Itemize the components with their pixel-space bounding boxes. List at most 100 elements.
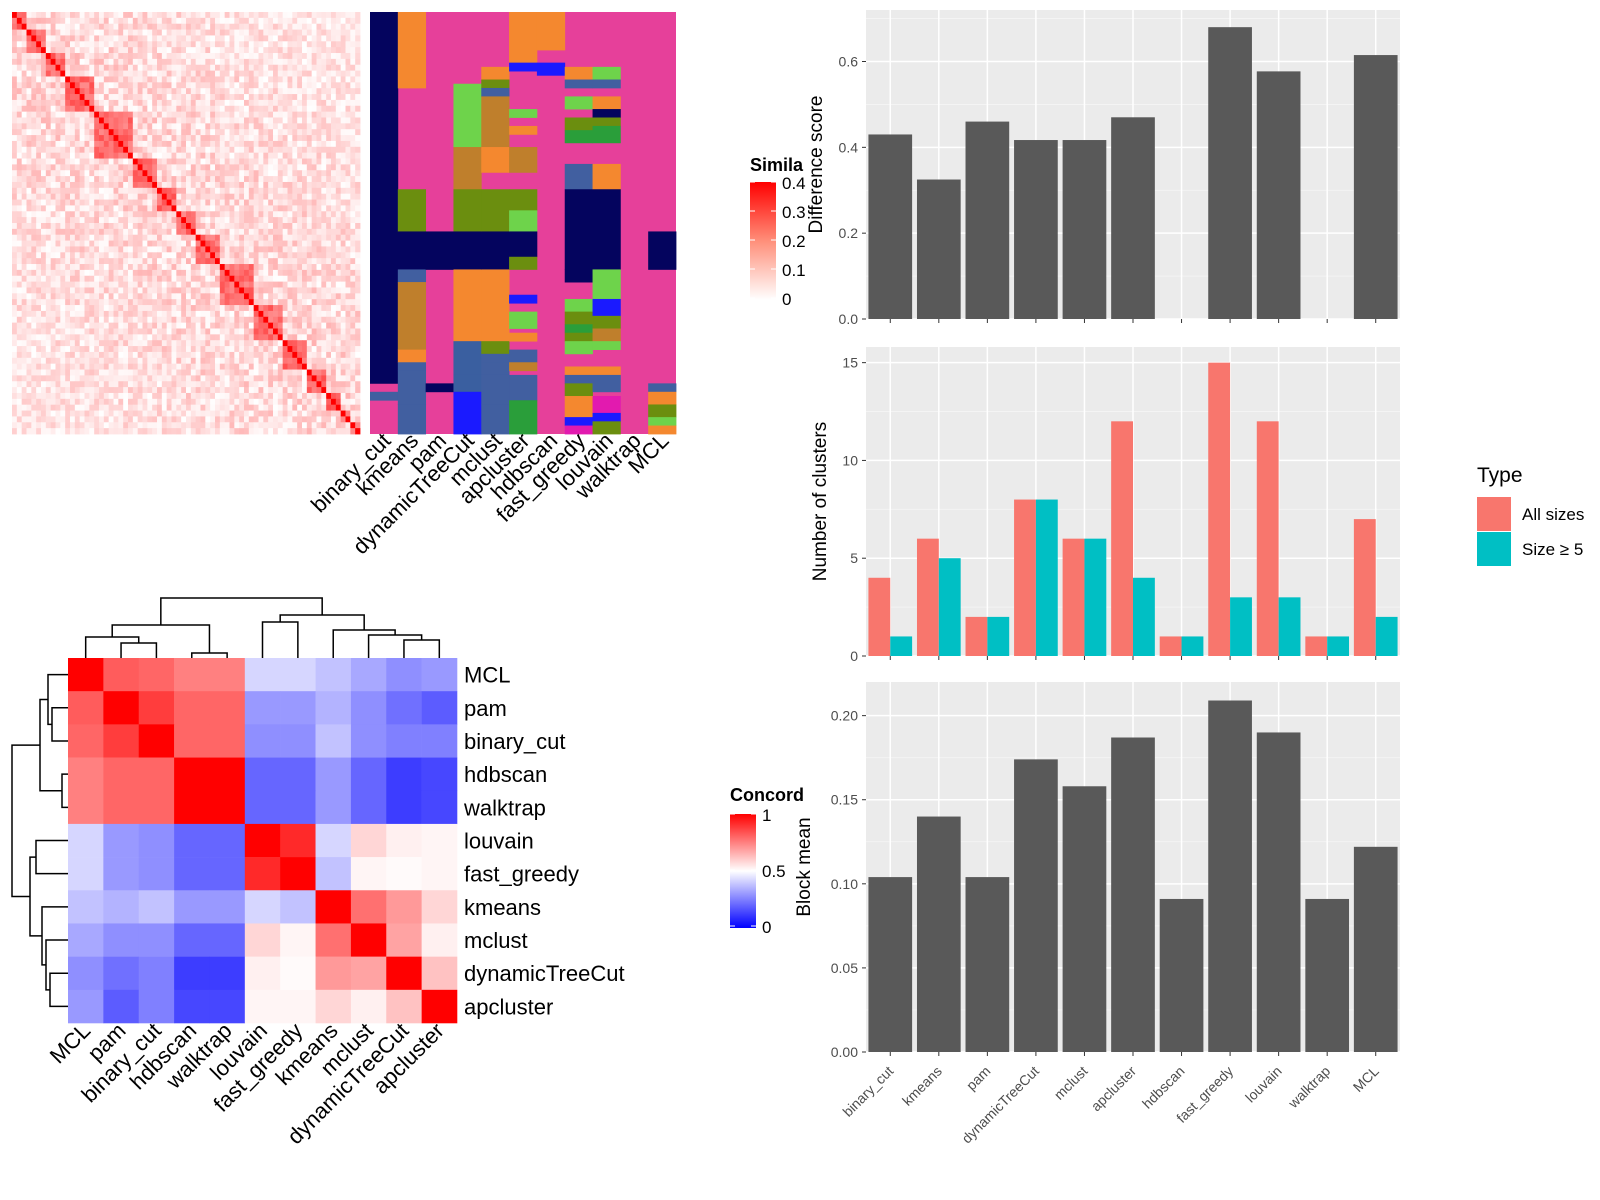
similarity-cell xyxy=(166,351,172,359)
similarity-cell xyxy=(190,258,197,265)
similarity-cell xyxy=(224,29,230,36)
similarity-cell xyxy=(45,217,52,224)
similarity-cell xyxy=(99,404,105,411)
similarity-cell xyxy=(302,117,308,124)
similarity-cell xyxy=(253,269,259,277)
similarity-cell xyxy=(219,205,226,212)
similarity-cell xyxy=(166,404,172,411)
similarity-cell xyxy=(340,170,346,177)
similarity-cell xyxy=(157,316,163,324)
similarity-cell xyxy=(171,99,177,107)
similarity-cell xyxy=(137,240,143,247)
similarity-cell xyxy=(345,105,351,113)
similarity-cell xyxy=(157,357,163,365)
similarity-cell xyxy=(60,340,66,347)
similarity-cell xyxy=(60,404,66,411)
similarity-cell xyxy=(190,375,197,382)
similarity-cell xyxy=(74,223,81,230)
similarity-cell xyxy=(316,392,322,400)
similarity-cell xyxy=(297,53,303,60)
similarity-cell xyxy=(65,223,71,230)
similarity-cell xyxy=(316,404,322,411)
similarity-cell xyxy=(244,82,250,89)
similarity-cell xyxy=(215,234,221,241)
similarity-cell xyxy=(316,299,322,306)
similarity-cell xyxy=(277,264,284,271)
similarity-cell xyxy=(21,146,27,154)
similarity-cell xyxy=(12,275,18,283)
similarity-cell xyxy=(277,258,284,265)
similarity-cell xyxy=(258,105,264,113)
similarity-cell xyxy=(41,322,47,329)
similarity-cell xyxy=(248,170,255,177)
similarity-cell xyxy=(55,170,61,177)
similarity-cell xyxy=(224,223,230,230)
similarity-cell xyxy=(200,82,206,89)
similarity-cell xyxy=(311,146,317,154)
similarity-cell xyxy=(292,199,298,206)
similarity-cell xyxy=(335,181,342,189)
similarity-cell xyxy=(113,29,119,36)
similarity-cell xyxy=(181,310,187,318)
similarity-cell xyxy=(60,123,66,130)
similarity-cell xyxy=(70,193,76,200)
similarity-cell xyxy=(311,170,317,177)
similarity-cell xyxy=(74,94,81,101)
similarity-cell xyxy=(277,375,284,382)
similarity-cell xyxy=(161,392,168,400)
similarity-cell xyxy=(181,58,187,66)
similarity-cell xyxy=(147,410,153,417)
similarity-cell xyxy=(224,170,230,177)
similarity-cell xyxy=(142,58,148,66)
similarity-cell xyxy=(94,275,100,283)
similarity-cell xyxy=(65,217,71,224)
similarity-cell xyxy=(340,375,346,382)
similarity-cell xyxy=(253,88,259,95)
similarity-cell xyxy=(31,70,37,77)
similarity-cell xyxy=(65,76,71,83)
similarity-cell xyxy=(195,246,201,253)
similarity-cell xyxy=(147,387,153,394)
similarity-cell xyxy=(244,158,250,165)
similarity-cell xyxy=(215,140,221,148)
similarity-cell xyxy=(12,316,18,324)
similarity-cell xyxy=(181,404,187,411)
similarity-cell xyxy=(108,322,114,329)
similarity-cell xyxy=(331,117,337,124)
similarity-cell xyxy=(273,398,279,406)
similarity-cell xyxy=(103,152,110,159)
similarity-cell xyxy=(21,58,27,66)
similarity-cell xyxy=(128,135,134,142)
similarity-cell xyxy=(50,381,56,388)
similarity-cell xyxy=(292,99,298,107)
similarity-cell xyxy=(335,199,342,206)
similarity-cell xyxy=(152,310,158,318)
similarity-cell xyxy=(306,217,313,224)
similarity-cell xyxy=(132,281,139,288)
similarity-cell xyxy=(118,12,124,19)
similarity-cell xyxy=(355,105,361,113)
similarity-cell xyxy=(287,135,293,142)
similarity-cell xyxy=(147,346,153,353)
similarity-cell xyxy=(118,58,124,66)
similarity-cell xyxy=(103,23,110,30)
similarity-cell xyxy=(248,217,255,224)
similarity-cell xyxy=(16,111,23,118)
similarity-cell xyxy=(147,199,153,206)
similarity-cell xyxy=(234,357,240,365)
similarity-cell xyxy=(113,135,119,142)
similarity-cell xyxy=(326,211,332,218)
similarity-cell xyxy=(118,346,124,353)
similarity-cell xyxy=(99,252,105,259)
similarity-cell xyxy=(331,252,337,259)
similarity-cell xyxy=(41,58,47,66)
similarity-cell xyxy=(234,387,240,394)
similarity-cell xyxy=(181,117,187,124)
similarity-cell xyxy=(171,199,177,206)
similarity-cell xyxy=(16,293,23,300)
similarity-cell xyxy=(287,117,293,124)
similarity-cell xyxy=(99,58,105,66)
similarity-cell xyxy=(190,328,197,335)
similarity-cell xyxy=(350,264,356,271)
similarity-cell xyxy=(137,158,143,165)
